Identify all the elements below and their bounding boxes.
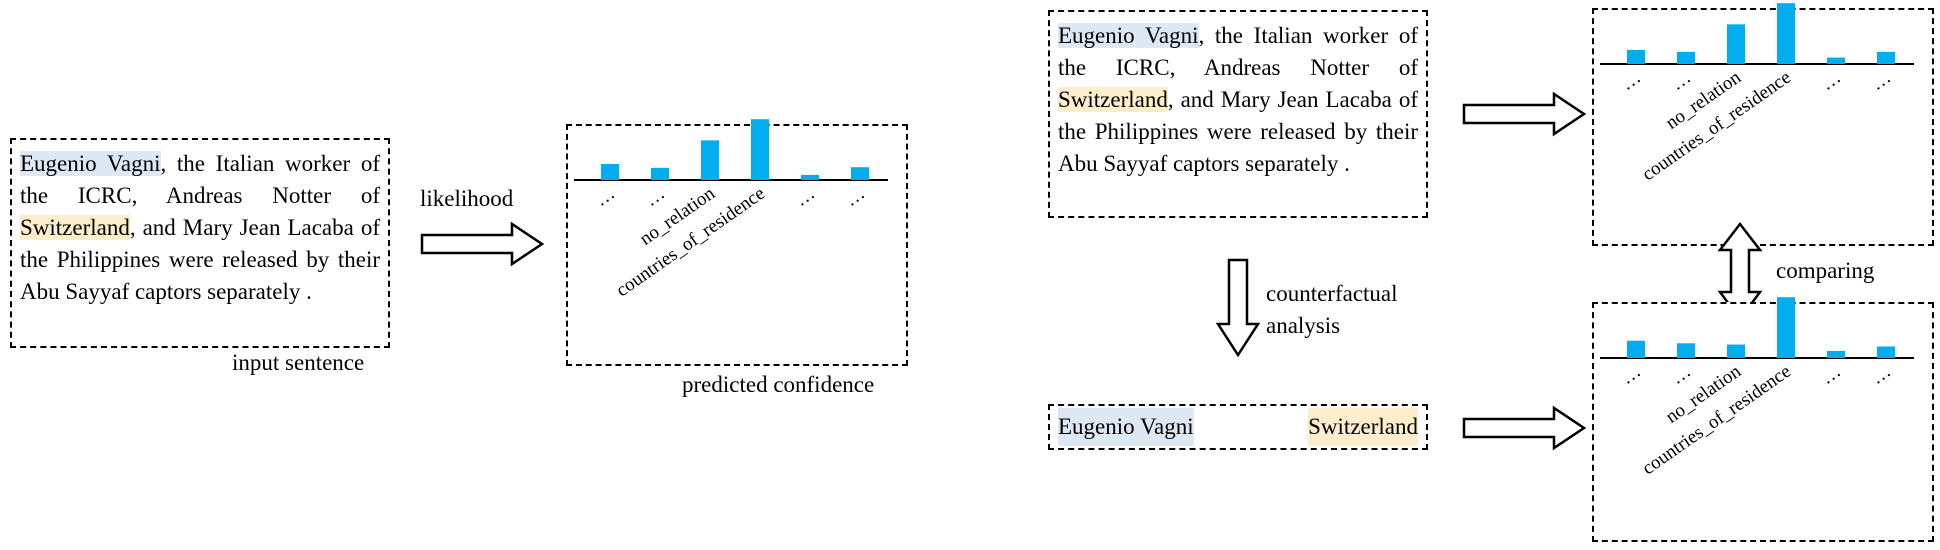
original-confidence-box: …… no_relation countries_of_residence…… [1592, 3, 1934, 246]
tick-label: … [1867, 67, 1895, 95]
tail-entity: Switzerland [20, 215, 130, 240]
bar [1877, 51, 1895, 64]
comparing-label: comparing [1776, 258, 1875, 283]
bar [801, 174, 819, 180]
counterfactual-label-line1: counterfactual [1266, 281, 1398, 306]
arrow-down-icon [1215, 258, 1261, 358]
bar [1827, 57, 1845, 64]
predicted-confidence-label: predicted confidence [682, 372, 875, 397]
bar [1827, 350, 1845, 358]
counterfactual-confidence-box: …… no_relation countries_of_residence…… [1592, 297, 1934, 542]
tick-label: … [1817, 67, 1845, 95]
confidence-chart: … …no_relationcountries_of_residence…… [574, 119, 888, 301]
bar [1777, 297, 1795, 358]
tick-label: … [1617, 361, 1645, 389]
input-sentence-box: Eugenio Vagni, the Italian worker of the… [10, 138, 390, 348]
sentence-text: , and Mary Jean Lacaba of the Philippine… [1058, 87, 1418, 176]
counterfactual-confidence-chart: … …no_relationcountries_of_residence…… [1600, 297, 1914, 479]
tick-label: … [791, 183, 819, 211]
bar [1627, 340, 1645, 358]
bar [651, 167, 669, 180]
sentence-text: , the Italian worker of the ICRC, Andrea… [1058, 23, 1418, 80]
likelihood-label: likelihood [420, 186, 514, 211]
bar [1627, 49, 1645, 64]
arrow-right-icon [1462, 91, 1587, 137]
tick-label: … [641, 183, 669, 211]
bar [1727, 24, 1745, 64]
sentence-text: , and Mary Jean Lacaba of the Philippine… [20, 215, 380, 304]
sentence-text: , the Italian worker of the ICRC, Andrea… [20, 151, 380, 208]
bar [1677, 343, 1695, 358]
input-sentence-label: input sentence [232, 350, 365, 375]
tail-entity: Switzerland [1058, 87, 1168, 112]
bar [1677, 51, 1695, 64]
counterfactual-label-line2: analysis [1266, 313, 1341, 338]
head-entity: Eugenio Vagni [20, 151, 161, 176]
bar [601, 164, 619, 180]
tick-label: … [1667, 361, 1695, 389]
original-confidence-chart: … …no_relationcountries_of_residence…… [1600, 3, 1914, 185]
original-sentence-box: Eugenio Vagni, the Italian worker of the… [1048, 10, 1428, 218]
tick-label: … [591, 183, 619, 211]
bar [1727, 344, 1745, 358]
counterfactual-label: counterfactual analysis [1266, 278, 1398, 342]
head-entity: Eugenio Vagni [1058, 23, 1199, 48]
tick-label: … [1867, 361, 1895, 389]
arrow-right-icon [1462, 405, 1587, 451]
predicted-confidence-box: …… no_relation countries_of_residence…… [566, 119, 908, 366]
bar [701, 140, 719, 180]
head-entity: Eugenio Vagni [1058, 408, 1194, 446]
bar [1877, 346, 1895, 358]
entity-only-box: Eugenio Vagni Switzerland [1048, 404, 1428, 450]
tick-label: … [1617, 67, 1645, 95]
tick-label: … [841, 183, 869, 211]
arrow-right-icon [420, 221, 545, 267]
bar [751, 119, 769, 180]
tick-label: … [1667, 67, 1695, 95]
tail-entity: Switzerland [1308, 408, 1418, 446]
bar [851, 167, 869, 180]
bar [1777, 3, 1795, 64]
tick-label: … [1817, 361, 1845, 389]
